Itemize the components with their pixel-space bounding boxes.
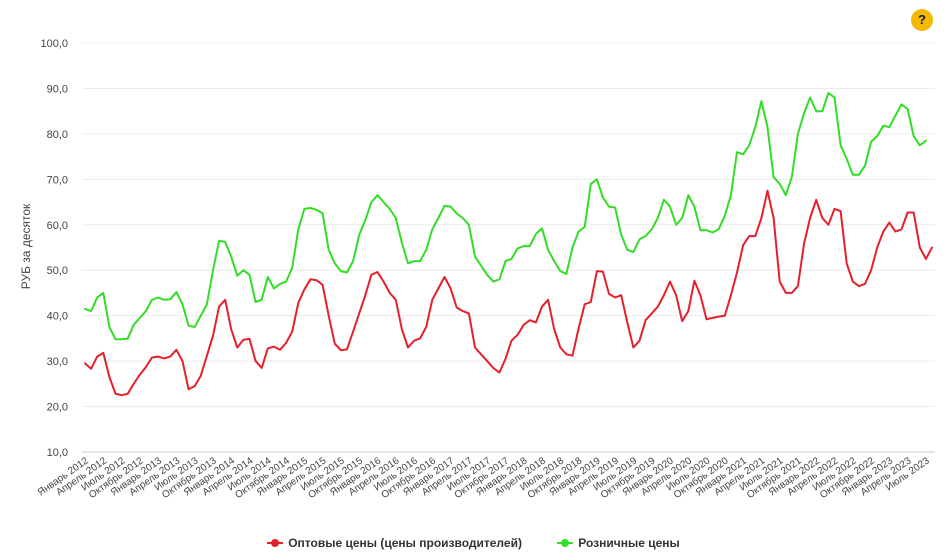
y-tick-label: 80,0 (47, 129, 68, 141)
series-line-retail (84, 92, 927, 341)
y-axis-title: РУБ за десяток (19, 203, 33, 289)
y-tick-label: 50,0 (47, 265, 68, 277)
legend-label-retail: Розничные цены (578, 536, 680, 550)
legend-marker-icon (267, 538, 284, 548)
y-tick-label: 90,0 (47, 83, 68, 95)
line-chart: 10,0 20,0 30,0 40,0 50,0 60,0 70,0 80,0 90,0 100,… (19, 38, 935, 501)
y-tick-label: 70,0 (47, 174, 68, 186)
help-button[interactable]: ? (911, 9, 933, 31)
y-tick-label: 100,0 (40, 38, 68, 50)
y-tick-label: 10,0 (47, 447, 68, 459)
y-tick-label: 20,0 (47, 402, 68, 414)
y-tick-label: 30,0 (47, 356, 68, 368)
legend-label-wholesale: Оптовые цены (цены производителей) (288, 536, 522, 550)
chart-legend: Оптовые цены (цены производителей) Розни… (0, 536, 947, 551)
y-tick-label: 60,0 (47, 220, 68, 232)
legend-item-retail[interactable]: Розничные цены (557, 536, 680, 550)
legend-marker-icon (557, 538, 574, 548)
series-line-wholesale (84, 189, 933, 397)
legend-item-wholesale[interactable]: Оптовые цены (цены производителей) (267, 536, 522, 550)
y-tick-label: 40,0 (47, 311, 68, 323)
